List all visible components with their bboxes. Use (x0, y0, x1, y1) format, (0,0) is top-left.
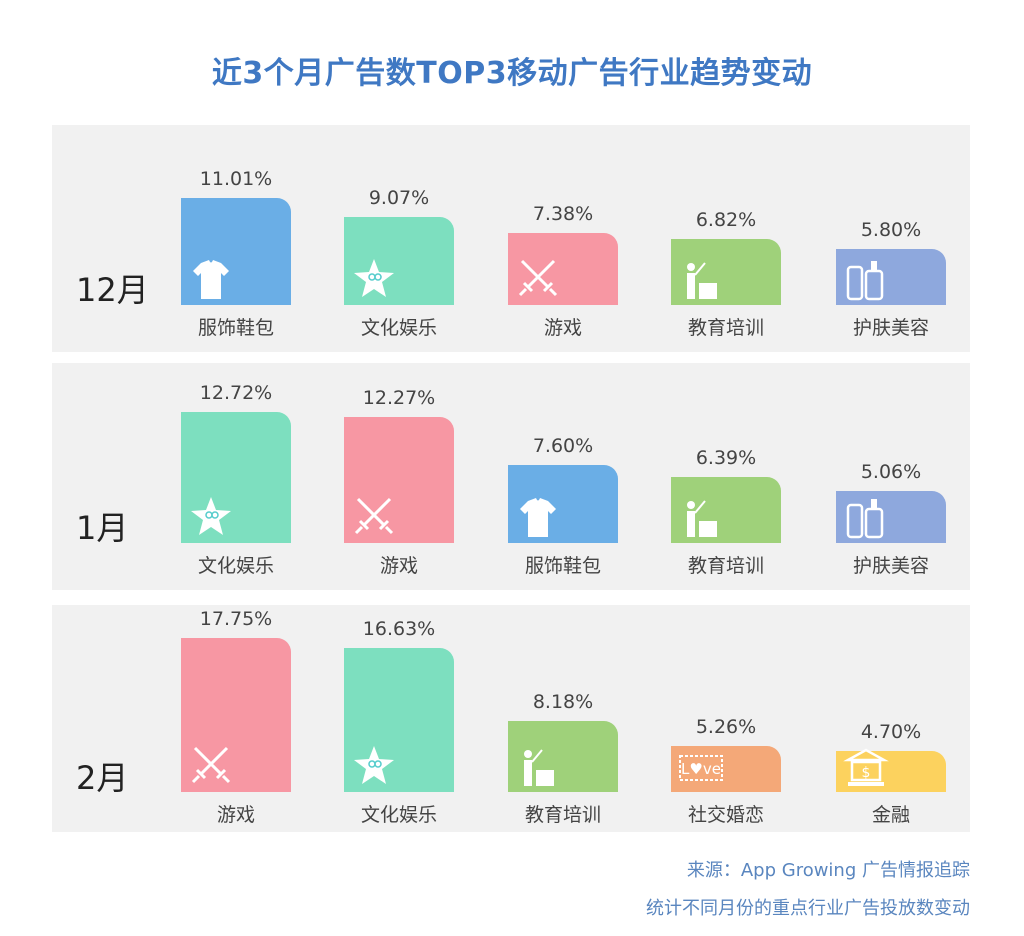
category-label: 护肤美容 (852, 317, 929, 339)
star-icon (191, 497, 231, 535)
bar (344, 647, 454, 792)
bar (836, 490, 946, 543)
data-label: 5.06% (860, 460, 922, 483)
bar (181, 638, 291, 792)
category-label: 文化娱乐 (360, 804, 437, 826)
bar (508, 233, 618, 305)
bar: L♥ve (671, 746, 781, 792)
category-label: 游戏 (379, 555, 418, 577)
category-label: 游戏 (216, 804, 255, 826)
shirt-icon (520, 497, 556, 537)
category-label: 教育培训 (687, 555, 764, 577)
teacher-icon (687, 500, 717, 537)
data-label: 5.80% (860, 218, 922, 241)
month-label: 1月 (76, 509, 129, 547)
data-label: 12.27% (362, 386, 436, 409)
bar (836, 248, 946, 305)
data-label: 16.63% (362, 617, 436, 640)
category-label: 金融 (871, 804, 910, 826)
data-label: 11.01% (199, 168, 273, 190)
crossed-swords-icon (354, 497, 394, 535)
data-label: 6.39% (695, 447, 757, 470)
bar (671, 238, 781, 305)
bar (508, 721, 618, 792)
teacher-icon (524, 749, 554, 786)
bar (508, 464, 618, 543)
category-label: 文化娱乐 (360, 317, 437, 339)
cosmetics-icon (846, 498, 884, 539)
bar (181, 198, 291, 305)
category-label: 游戏 (543, 317, 582, 339)
data-label: 12.72% (199, 382, 273, 404)
love-stamp-icon: L♥ve (679, 754, 723, 781)
source-note: 来源：App Growing 广告情报追踪 (686, 860, 970, 881)
bar: $ (836, 748, 946, 792)
panel-1: 12月 11.01% 服饰鞋包 9.07% 文化娱乐 7.38% 游戏 6.82% 教育培训 5.… (52, 125, 970, 352)
panel-2: 1月 12.72% 文化娱乐 12.27% 游戏 7.60% 服饰鞋包 6.39% 教育培训 5.… (52, 363, 970, 590)
category-label: 教育培训 (524, 804, 601, 826)
star-icon (354, 258, 394, 297)
panel-3: 2月 17.75% 游戏 16.63% 文化娱乐 8.18% 教育培训 L♥ve 5.26% 社交… (52, 605, 970, 832)
data-label: 6.82% (695, 208, 757, 231)
data-label: 17.75% (199, 608, 273, 630)
data-label: 9.07% (368, 186, 430, 209)
star-icon (354, 745, 394, 784)
teacher-icon (687, 262, 717, 299)
data-label: 4.70% (860, 721, 922, 744)
crossed-swords-icon (518, 259, 558, 297)
svg-text:L♥ve: L♥ve (681, 760, 721, 778)
data-label: 8.18% (532, 691, 594, 714)
category-label: 护肤美容 (852, 555, 929, 577)
month-label: 2月 (76, 759, 129, 797)
svg-text:$: $ (862, 765, 871, 781)
bar (181, 412, 291, 543)
cosmetics-icon (846, 260, 884, 301)
data-label: 7.60% (532, 434, 594, 457)
month-label: 12月 (76, 271, 149, 309)
bank-icon: $ (843, 748, 889, 786)
footer-note: 统计不同月份的重点行业广告投放数变动 (646, 898, 970, 919)
category-label: 社交婚恋 (687, 804, 764, 826)
data-label: 7.38% (532, 203, 594, 226)
data-label: 5.26% (695, 716, 757, 739)
bar (344, 416, 454, 543)
shirt-icon (193, 260, 229, 299)
category-label: 服饰鞋包 (197, 317, 274, 339)
bar (671, 477, 781, 543)
category-label: 文化娱乐 (197, 555, 274, 577)
crossed-swords-icon (191, 746, 231, 784)
bar (344, 216, 454, 305)
chart-title: 近3个月广告数TOP3移动广告行业趋势变动 (211, 56, 813, 91)
category-label: 服饰鞋包 (524, 555, 601, 577)
category-label: 教育培训 (687, 317, 764, 339)
